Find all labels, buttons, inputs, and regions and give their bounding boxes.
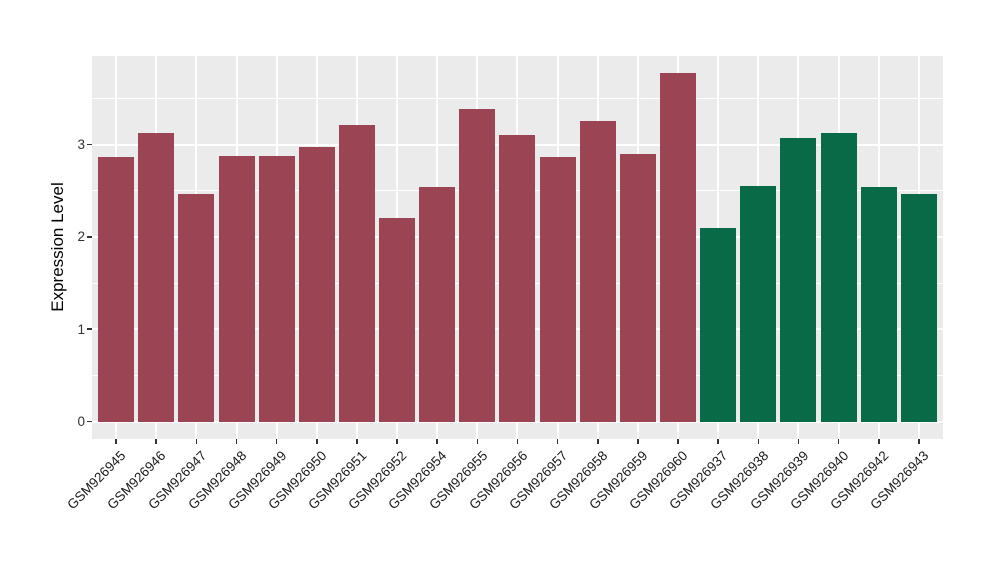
bar-GSM926955 [459,108,496,422]
x-tick-mark [918,439,920,444]
x-tick-mark [235,439,238,444]
x-tick-mark [757,439,760,444]
x-tick-mark [396,439,398,444]
x-tick-mark [356,439,358,444]
x-tick-mark [837,439,840,444]
x-tick-mark [155,439,158,444]
bar-GSM926946 [138,132,175,422]
x-tick-mark [596,439,599,444]
y-tick-mark [87,420,92,423]
bar-GSM926937 [700,227,737,422]
x-tick-mark [315,439,318,444]
bar-GSM926956 [499,135,536,422]
y-tick-label: 3 [77,137,85,153]
bar-GSM926960 [660,73,697,422]
x-tick-mark [195,439,198,444]
bar-GSM926949 [258,155,295,422]
bar-GSM926940 [820,133,857,422]
plot-panel [92,56,943,439]
y-axis-title: Expression Level [48,182,67,312]
bar-GSM926959 [619,153,656,422]
x-tick-mark [275,439,278,444]
bar-GSM926958 [579,121,616,422]
x-tick-mark [516,439,519,444]
x-tick-mark [436,439,438,444]
x-tick-mark [677,439,679,444]
bar-GSM926954 [419,187,456,422]
x-tick-mark [556,439,559,444]
bar-GSM926947 [178,194,215,422]
y-tick-label: 0 [77,414,85,430]
bar-GSM926951 [338,125,375,422]
bar-GSM926945 [98,156,135,422]
x-tick-mark [476,439,479,444]
y-tick-mark [87,143,92,146]
y-tick-mark [87,236,92,238]
bar-GSM926948 [218,155,255,422]
y-tick-mark [87,328,92,331]
bar-GSM926952 [379,217,416,422]
bar-GSM926950 [298,147,335,422]
x-tick-mark [115,439,117,444]
y-tick-label: 1 [77,321,85,337]
y-tick-label: 2 [77,229,85,245]
x-tick-mark [797,439,800,444]
bar-GSM926938 [740,186,777,422]
x-tick-mark [877,439,880,444]
bar-GSM926942 [860,187,897,422]
bar-GSM926939 [780,138,817,422]
x-tick-mark [637,439,639,444]
bar-GSM926957 [539,157,576,422]
x-tick-mark [717,439,719,444]
bar-GSM926943 [900,194,937,422]
